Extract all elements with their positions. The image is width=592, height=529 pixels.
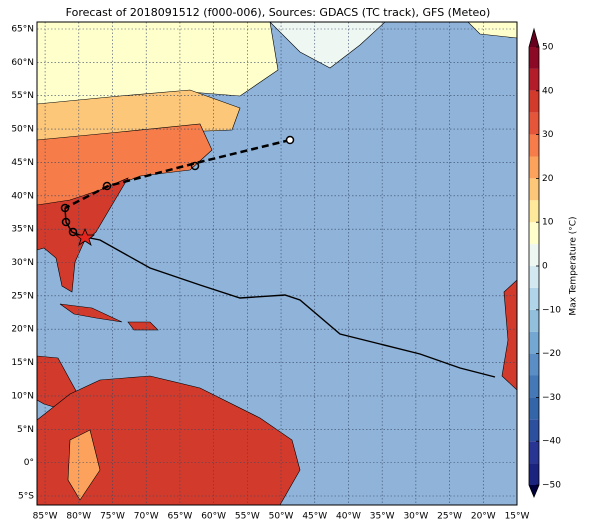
lon-tick-label: 25°W (437, 512, 462, 522)
forecast-track (64, 138, 291, 210)
colorbar-band (529, 200, 539, 223)
lon-tick-label: 50°W (269, 512, 294, 522)
lat-tick-label: 50°N (11, 125, 34, 135)
map-area (37, 22, 517, 505)
lat-tick-label: 25°N (11, 291, 34, 301)
lat-tick-label: 40°N (11, 191, 34, 201)
lat-tick-label: 15°N (11, 358, 34, 368)
colorbar-label: Max Temperature (°C) (569, 216, 579, 315)
lat-tick-label: 0° (24, 458, 34, 468)
lat-tick-label: 60°N (11, 58, 34, 68)
track-point (285, 135, 295, 145)
map-frame (36, 21, 518, 506)
colorbar-tick-label: −10 (542, 305, 561, 315)
track-point (68, 227, 78, 237)
colorbar-band (529, 419, 539, 442)
lon-tick-label: 40°W (336, 512, 361, 522)
colorbar-extend-low (529, 485, 539, 497)
colorbar-band (529, 375, 539, 398)
colorbar-band (529, 309, 539, 332)
lon-tick-label: 85°W (33, 512, 58, 522)
lon-tick-label: 65°W (167, 512, 192, 522)
colorbar-tick-label: −40 (542, 437, 561, 447)
colorbar-band (529, 156, 539, 179)
storm-track (60, 135, 496, 378)
colorbar-band (529, 397, 539, 420)
lon-tick-label: 15°W (505, 512, 530, 522)
colorbar-band (529, 178, 539, 201)
lon-tick-label: 55°W (235, 512, 260, 522)
colorbar-band (529, 47, 539, 69)
graticule (37, 22, 517, 505)
lat-tick-label: 55°N (11, 91, 34, 101)
colorbar-tick-label: 0 (542, 262, 548, 272)
colorbar-tick-label: 40 (542, 86, 554, 96)
track-point (102, 181, 112, 191)
colorbar-band (529, 90, 539, 113)
colorbar-tick-label: 30 (542, 130, 554, 140)
colorbar-tick-label: 10 (542, 218, 554, 228)
lat-tick-label: 45°N (11, 158, 34, 168)
colorbar-tick-label: 20 (542, 174, 554, 184)
colorbar-band (529, 244, 539, 266)
colorbar-tick-label: −30 (542, 393, 561, 403)
colorbar-tick-label: −20 (542, 349, 561, 359)
colorbar-band (529, 112, 539, 135)
lat-tick-label: 20°N (11, 325, 34, 335)
lon-tick-label: 30°W (403, 512, 428, 522)
lon-tick-label: 35°W (370, 512, 395, 522)
colorbar-extend-high (529, 29, 539, 47)
track-point (60, 203, 70, 213)
colorbar-band (529, 222, 539, 245)
land (37, 22, 517, 505)
colorbar-band (529, 331, 539, 354)
colorbar-band (529, 287, 539, 310)
lat-tick-label: 65°N (11, 25, 34, 35)
colorbar-band (529, 134, 539, 157)
lon-tick-label: 20°W (471, 512, 496, 522)
lat-tick-label: 5°S (18, 491, 34, 501)
colorbar-band (529, 353, 539, 376)
track-point (190, 161, 200, 171)
colorbar-band (529, 441, 539, 464)
lon-tick-label: 80°W (66, 512, 91, 522)
current-position (74, 227, 96, 246)
lat-tick-label: 30°N (11, 258, 34, 268)
colorbar-tick-label: 50 (542, 43, 554, 53)
lat-tick-label: 35°N (11, 225, 34, 235)
lon-tick-label: 45°W (302, 512, 327, 522)
colorbar-band (529, 266, 539, 288)
colorbar-band (529, 463, 539, 485)
colorbar-band (529, 68, 539, 91)
track-point (61, 217, 71, 227)
lon-tick-label: 75°W (100, 512, 125, 522)
lat-tick-label: 10°N (11, 391, 34, 401)
lon-tick-label: 60°W (201, 512, 226, 522)
colorbar-tick-label: −50 (542, 481, 561, 491)
lon-tick-label: 70°W (134, 512, 159, 522)
colorbar: −50 −40 −30 −20 −10 0 10 20 30 40 50 (528, 27, 561, 499)
map-title: Forecast of 2018091512 (f000-006), Sourc… (66, 6, 491, 19)
lat-tick-label: 5°N (17, 425, 34, 435)
